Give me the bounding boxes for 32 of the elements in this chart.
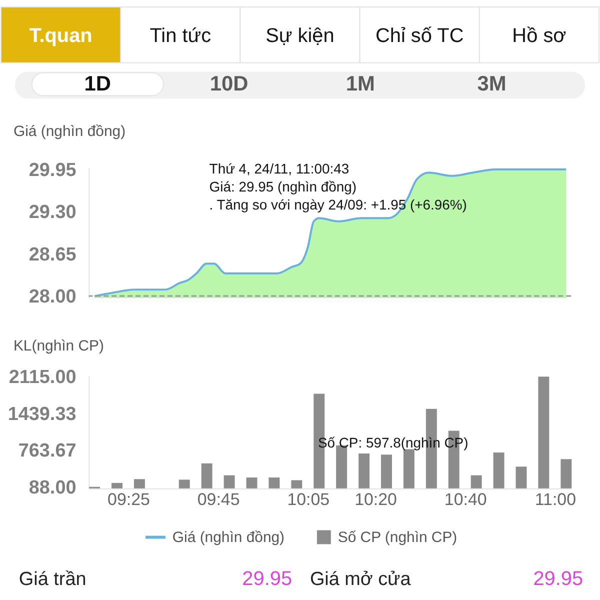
x-tick-label: 10:40 <box>444 490 487 509</box>
text: Tin tức <box>150 24 212 47</box>
x-tick-label: 09:25 <box>108 490 150 509</box>
text: 29.95 <box>242 568 292 590</box>
y-tick-label: 28.65 <box>28 244 76 266</box>
y-axis-title: KL(nghìn CP) <box>13 337 104 354</box>
y-tick-label: 29.95 <box>28 160 76 181</box>
legend-label: Số CP (nghìn CP) <box>338 529 458 546</box>
y-tick-label: 2115.00 <box>8 367 76 388</box>
text: T.quan <box>29 24 92 47</box>
text: 1D <box>84 72 112 96</box>
text: 10D <box>210 72 248 96</box>
text: Chỉ số TC <box>376 24 464 47</box>
y-tick-label: 29.30 <box>28 202 76 224</box>
text: 3M <box>477 72 506 96</box>
y-axis-title: Giá (nghìn đồng) <box>13 123 126 140</box>
legend-label: Giá (nghìn đồng) <box>172 529 285 546</box>
text: 29.95 <box>533 568 584 590</box>
text: Hồ sơ <box>512 24 566 47</box>
x-tick-label: 09:45 <box>197 490 240 509</box>
x-tick-label: 11:00 <box>534 490 576 509</box>
text: Giá trần <box>18 569 86 590</box>
y-tick-label: 88.00 <box>28 477 76 498</box>
text: Sự kiện <box>266 24 334 47</box>
x-tick-label: 10:05 <box>287 490 330 509</box>
annotation: Số CP: 597.8(nghìn CP) <box>318 434 468 451</box>
text: Giá mở cửa <box>310 569 412 590</box>
x-tick-label: 10:20 <box>354 490 397 509</box>
y-tick-label: 28.00 <box>28 286 76 308</box>
y-tick-label: 763.67 <box>18 440 76 462</box>
text: 1M <box>346 72 375 96</box>
y-tick-label: 1439.33 <box>8 404 76 425</box>
